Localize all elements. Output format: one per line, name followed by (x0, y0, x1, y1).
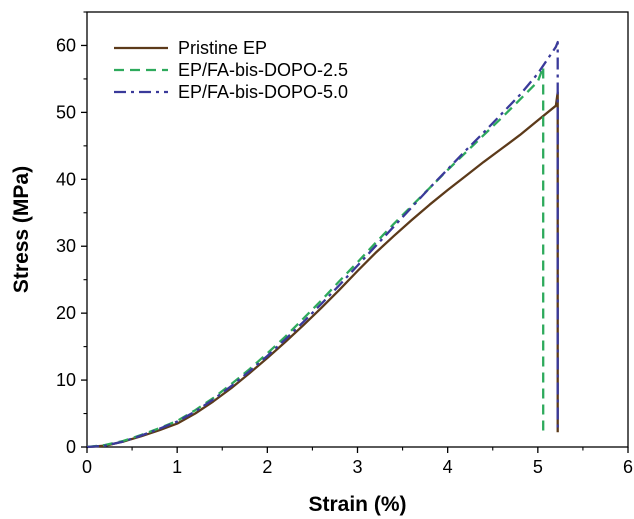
y-tick-label: 10 (56, 370, 76, 390)
y-tick-label: 20 (56, 303, 76, 323)
y-axis-title: Stress (MPa) (10, 166, 33, 293)
legend-label-3: EP/FA-bis-DOPO-5.0 (178, 82, 348, 102)
series-line-3 (86, 40, 559, 449)
legend-label-2: EP/FA-bis-DOPO-2.5 (178, 60, 348, 80)
x-tick-label: 0 (82, 457, 92, 477)
plot-area (86, 11, 629, 448)
legend-label-1: Pristine EP (178, 38, 267, 58)
x-tick-label: 2 (262, 457, 272, 477)
x-tick-label: 1 (172, 457, 182, 477)
legend: Pristine EPEP/FA-bis-DOPO-2.5EP/FA-bis-D… (114, 38, 348, 102)
x-tick-label: 4 (443, 457, 453, 477)
x-tick-label: 6 (623, 457, 633, 477)
x-tick-label: 3 (352, 457, 362, 477)
y-tick-label: 30 (56, 236, 76, 256)
plot-frame (86, 11, 629, 448)
series-line-2 (86, 65, 545, 449)
y-tick-label: 50 (56, 102, 76, 122)
series-line-1 (86, 91, 559, 449)
x-axis-title: Strain (%) (308, 493, 406, 516)
x-tick-label: 5 (533, 457, 543, 477)
y-axis: 0 10 20 30 40 50 60 (56, 11, 87, 457)
x-axis: 0 1 2 3 4 5 6 (82, 447, 633, 477)
series-lines (86, 40, 559, 449)
y-tick-label: 40 (56, 169, 76, 189)
y-tick-label: 0 (66, 437, 76, 457)
y-tick-label: 60 (56, 35, 76, 55)
